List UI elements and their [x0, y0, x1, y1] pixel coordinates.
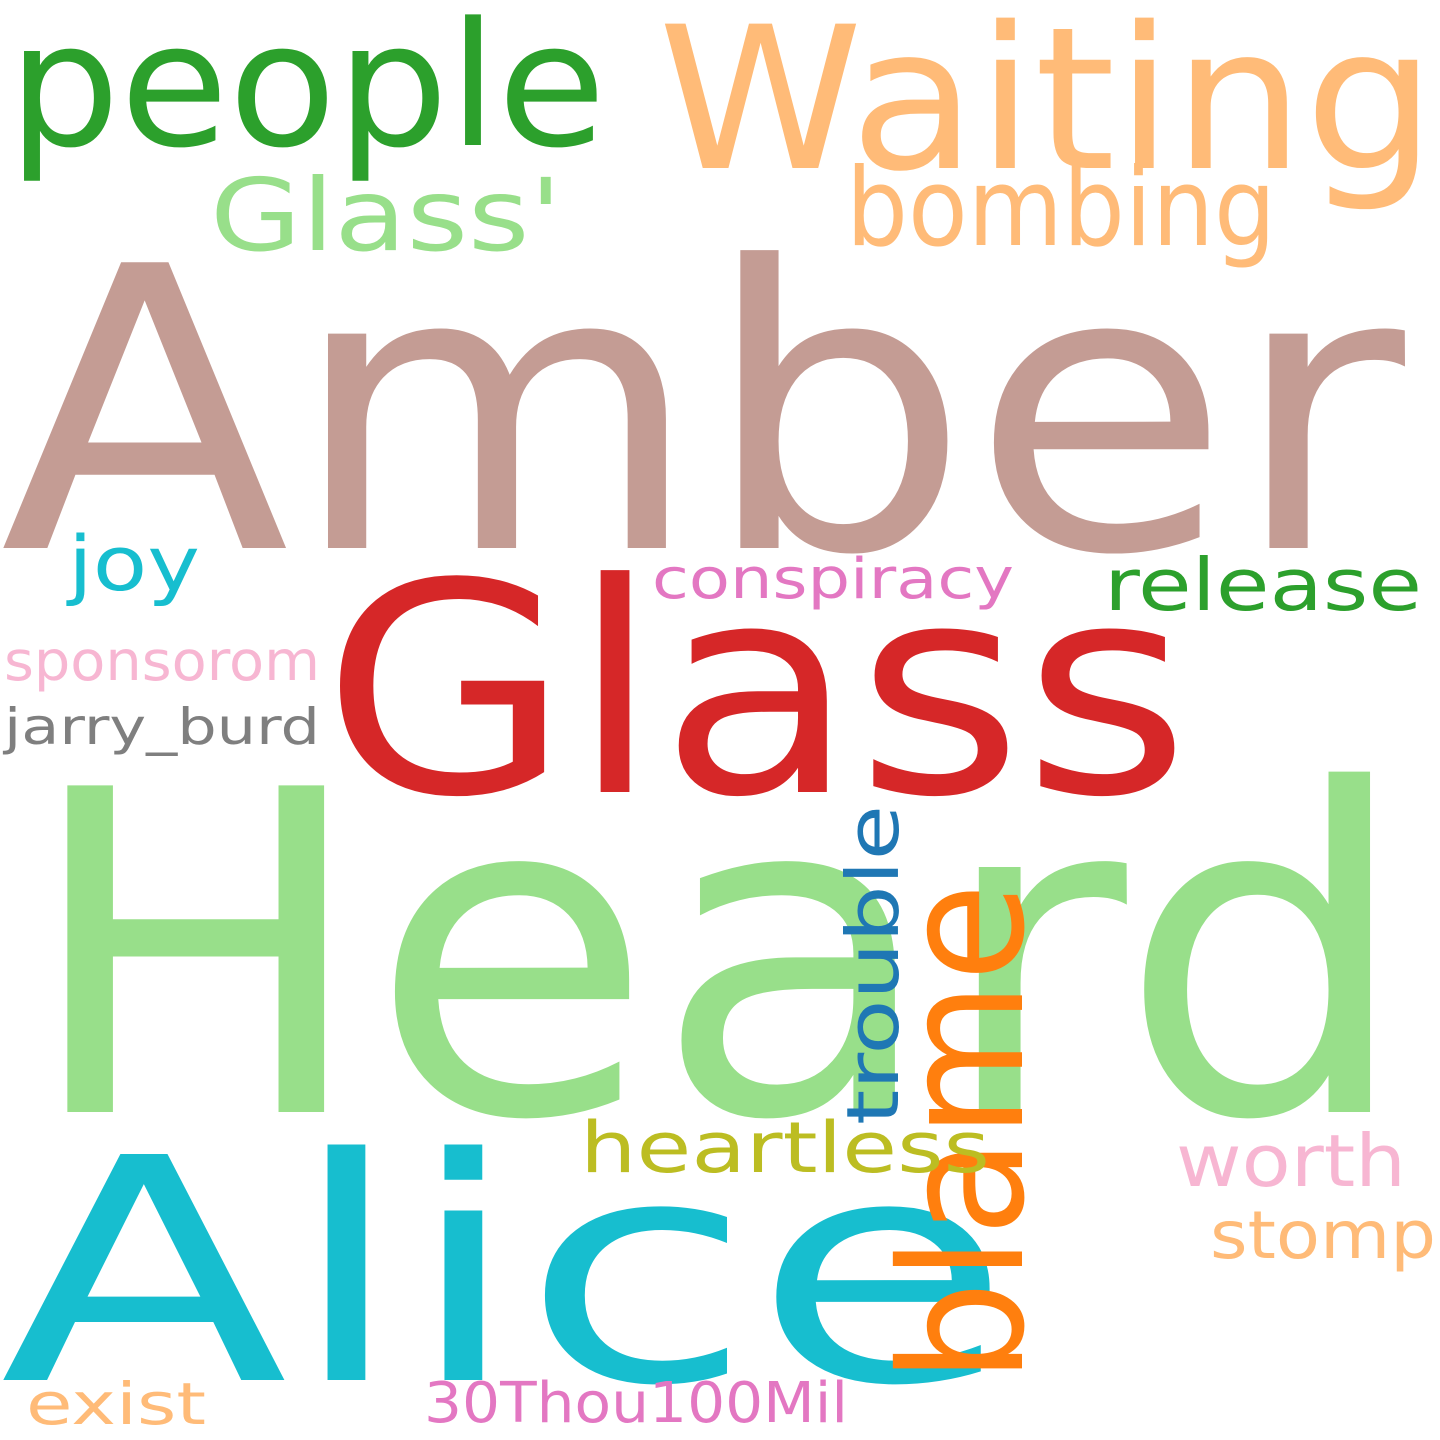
word-joy: joy	[66, 519, 200, 608]
word-release: release	[1104, 543, 1422, 627]
word-glass-apostrophe: Glass'	[210, 157, 562, 274]
word-heartless: heartless	[580, 1107, 990, 1189]
word-people: people	[8, 0, 606, 186]
word-heard: Heard	[22, 696, 1412, 1218]
word-blame: blame	[865, 883, 1063, 1383]
word-glass: Glass	[322, 521, 1190, 861]
word-worth: worth	[1176, 1119, 1406, 1203]
word-exist: exist	[26, 1370, 206, 1438]
word-bombing: bombing	[846, 146, 1276, 271]
word-jarry-burd: jarry_burd	[3, 698, 320, 756]
word-waiting: Waiting	[658, 0, 1436, 215]
word-conspiracy: conspiracy	[652, 547, 1014, 612]
word-stomp: stomp	[1210, 1197, 1436, 1274]
word-sponsorom: sponsorom	[4, 629, 320, 693]
word-alice: Alice	[0, 1093, 1012, 1440]
word-30thou100mil: 30Thou100Mil	[424, 1371, 848, 1436]
word-amber: Amber	[0, 185, 1410, 641]
word-trouble: trouble	[831, 805, 915, 1125]
